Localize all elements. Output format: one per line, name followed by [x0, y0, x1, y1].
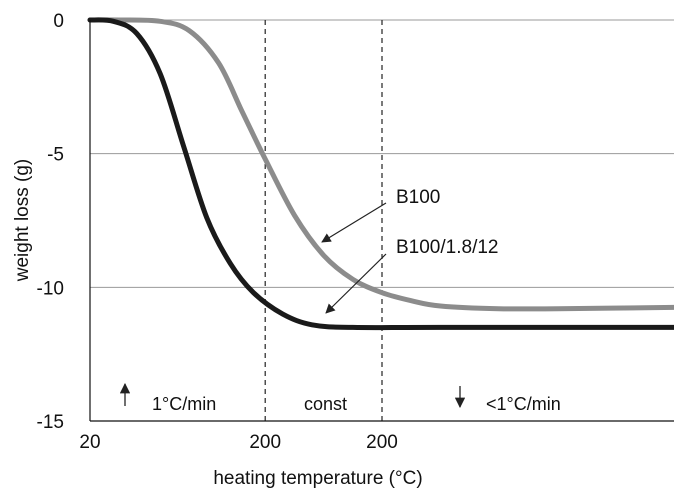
y-axis-title: weight loss (g) — [12, 159, 33, 283]
series-label-leader — [325, 253, 387, 314]
label-leaders — [119, 202, 466, 409]
phase-label: 1°C/min — [152, 394, 216, 414]
series-label: B100/1.8/12 — [396, 237, 498, 258]
y-tick-label: -5 — [47, 145, 64, 166]
phase-dividers — [264, 20, 383, 421]
phase-label: <1°C/min — [486, 394, 561, 414]
y-tick-label: 0 — [53, 11, 64, 32]
series-line-b100-1-8-12 — [87, 17, 674, 331]
series-line-b100 — [87, 17, 674, 312]
axes — [89, 20, 674, 422]
x-tick-label: 200 — [249, 432, 281, 453]
x-axis-title: heating temperature (°C) — [213, 468, 422, 489]
series-label-leader — [321, 202, 387, 243]
series-lines — [87, 17, 674, 331]
chart-text: 0 -5 -10 -15 20 200 200 heating temperature (°C… — [12, 11, 561, 489]
series-label: B100 — [396, 187, 440, 208]
y-tick-label: -10 — [37, 278, 64, 299]
y-tick-label: -15 — [37, 412, 64, 433]
x-tick-label: 20 — [79, 432, 100, 453]
phase-label: const — [304, 394, 347, 414]
x-tick-label: 200 — [366, 432, 398, 453]
